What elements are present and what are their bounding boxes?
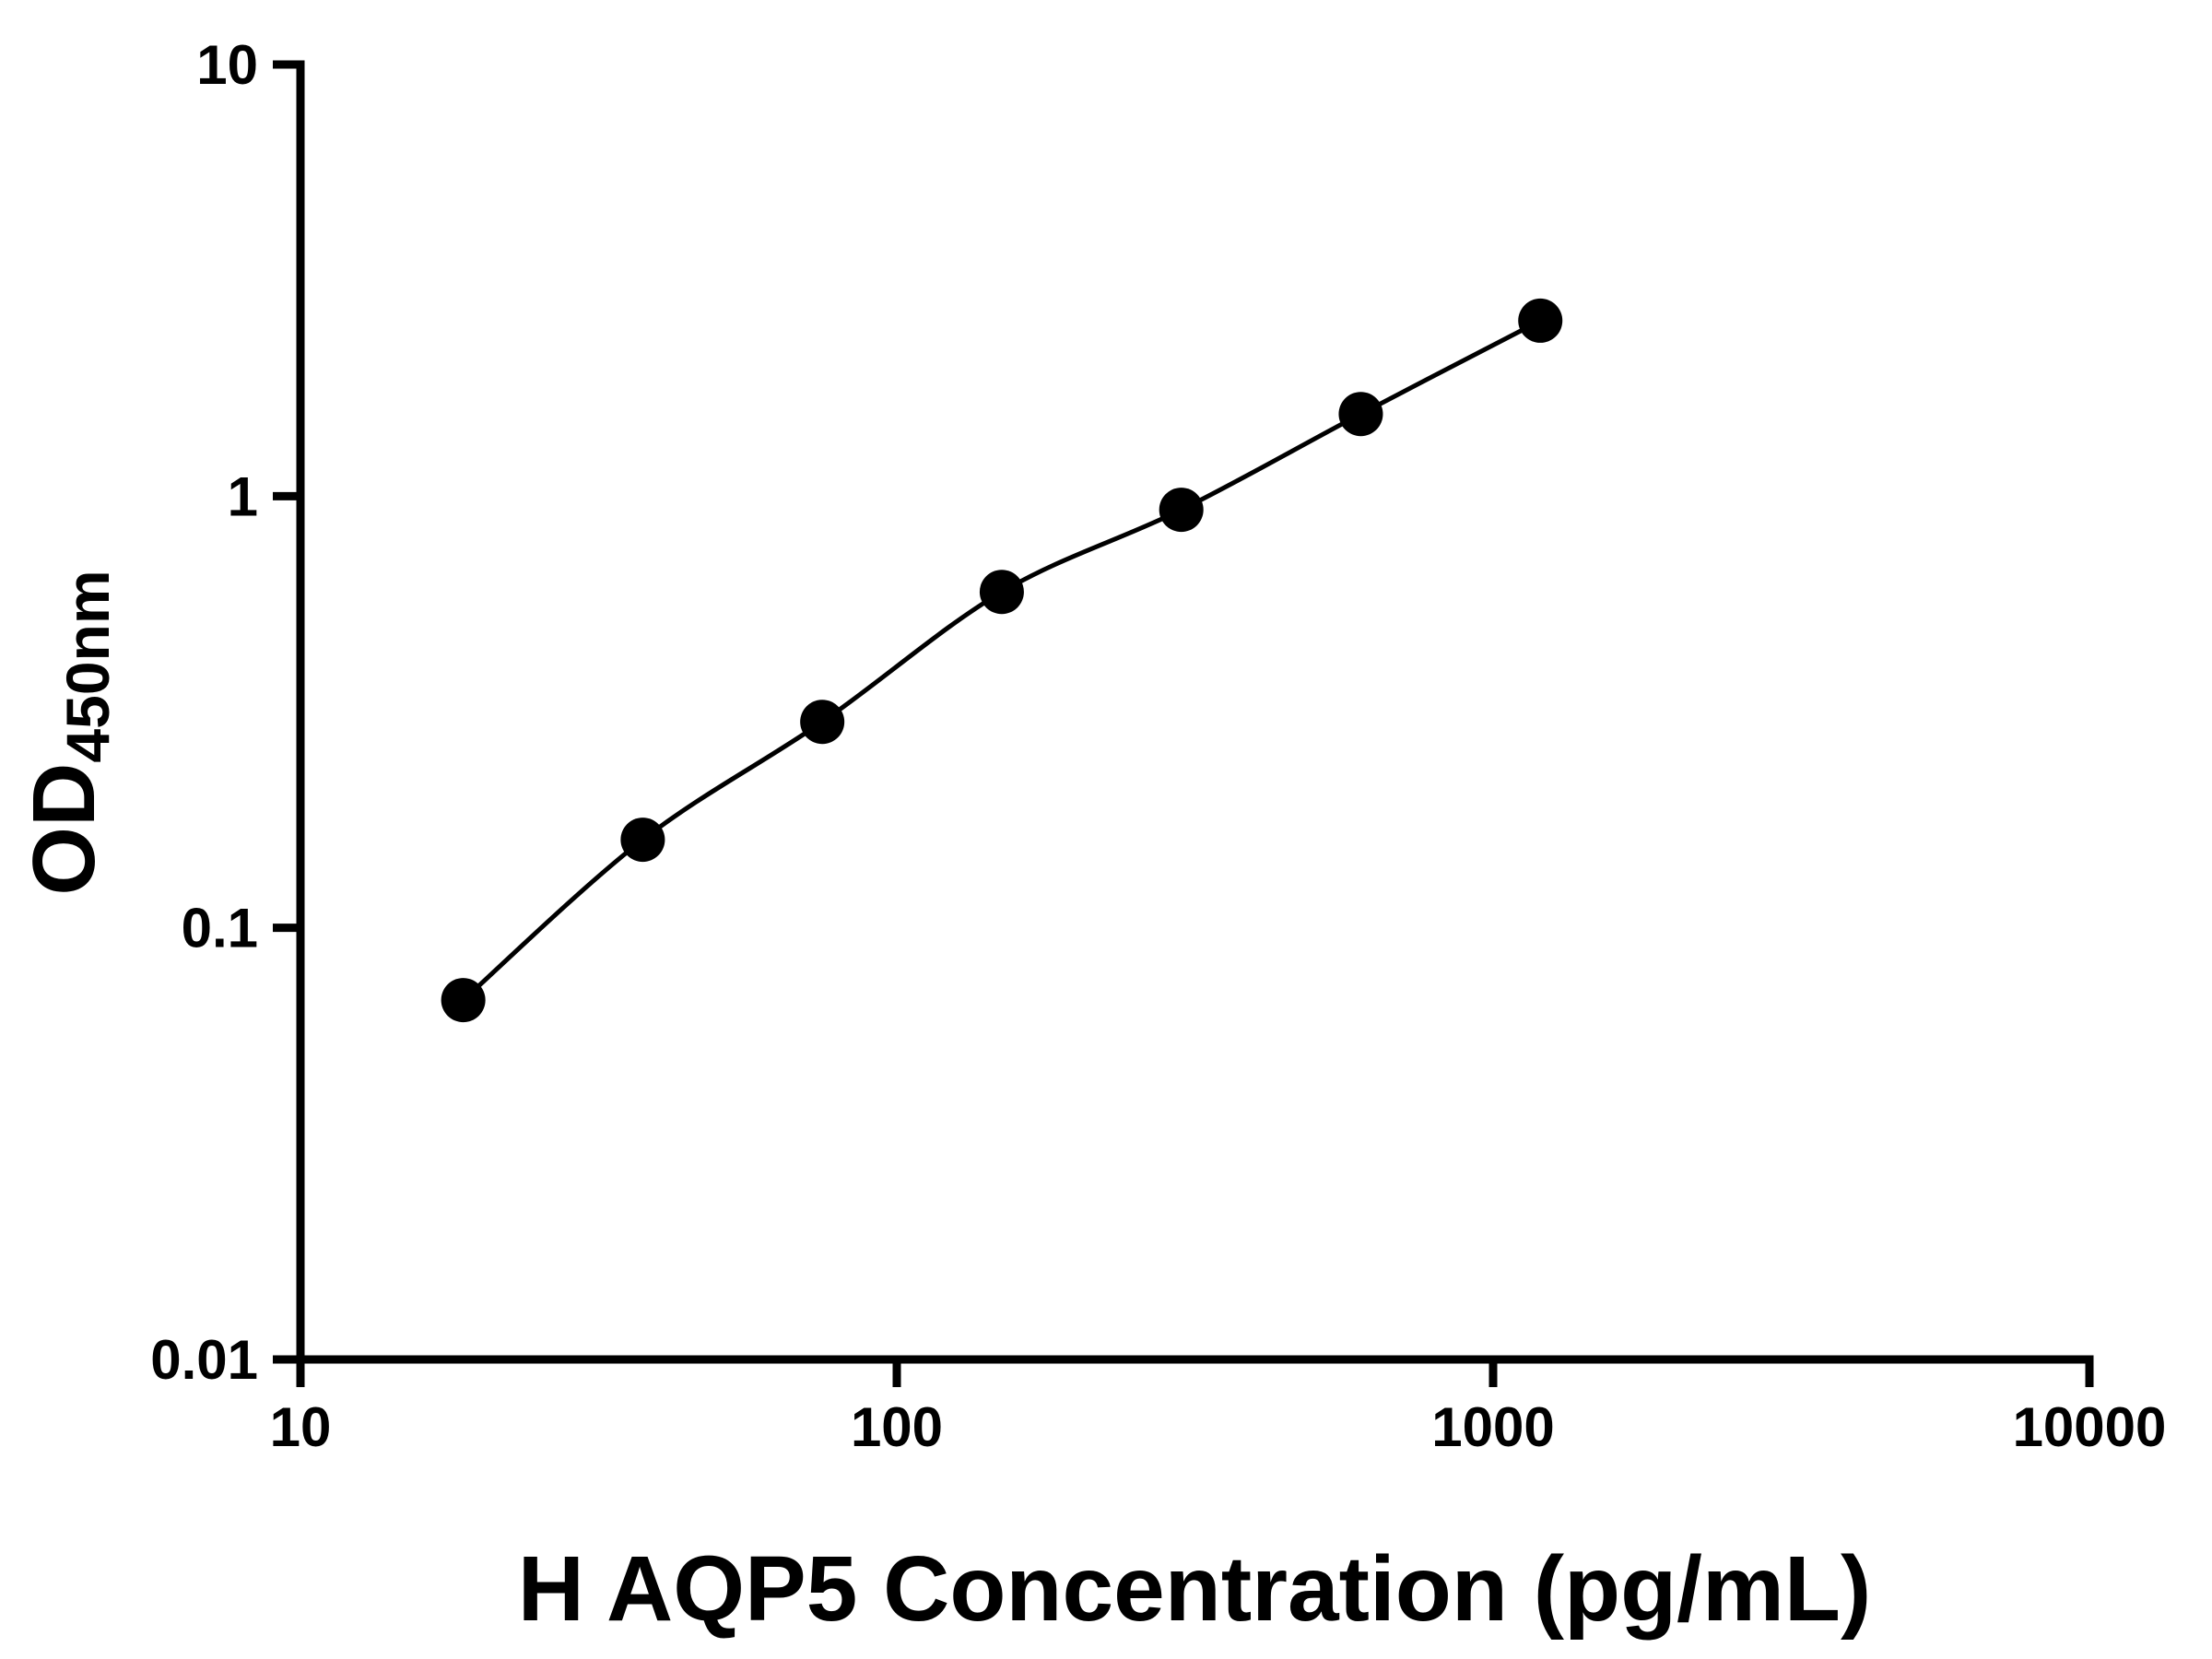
axes [296,60,2094,1364]
y-axis-title-sub: 450nm [53,570,122,762]
plot-area: 10 100 1000 10000 0.01 0.1 1 10 [150,34,2166,1458]
x-tick-label: 100 [851,1396,943,1458]
data-point [441,978,486,1023]
y-axis-title: OD450nm [15,570,122,895]
data-point [620,818,665,863]
data-point [979,570,1024,615]
y-tick-label: 10 [196,34,258,96]
y-tick-label: 0.01 [150,1329,258,1391]
y-tick-label: 0.1 [182,898,258,959]
data-point [800,700,845,745]
data-point [1518,298,1563,343]
x-tick-label: 10000 [2013,1396,2167,1458]
x-tick-label: 1000 [1431,1396,1554,1458]
x-tick-label: 10 [270,1396,332,1458]
y-tick-label: 1 [228,465,258,527]
y-axis-title-main: OD [15,763,113,896]
x-axis-title: H AQP5 Concentration (pg/mL) [518,1537,1872,1641]
data-point [1338,392,1383,437]
data-point [1159,488,1204,533]
